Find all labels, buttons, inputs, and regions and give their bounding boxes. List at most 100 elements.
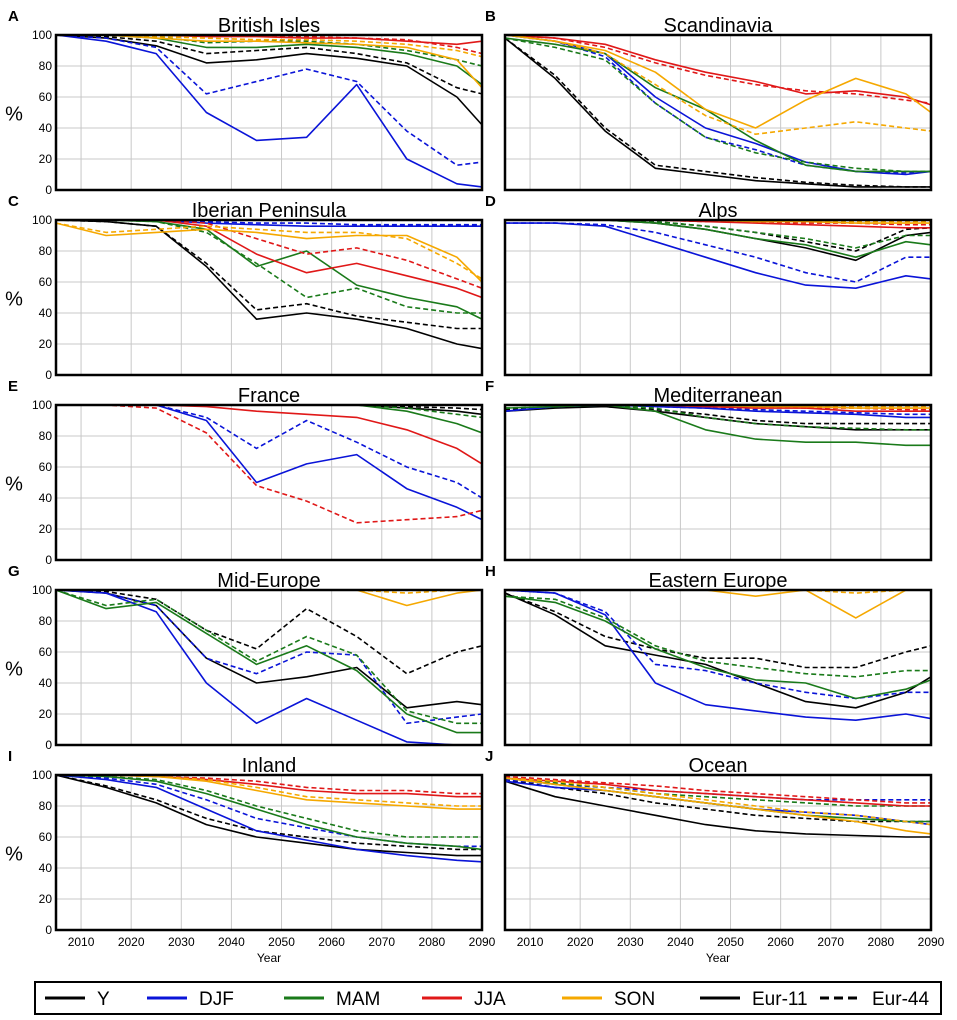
panel-title: Mid-Europe [217,570,320,592]
y-tick-label: 0 [45,368,52,382]
series-son-eur-44 [56,222,482,280]
series-jja-eur-11 [505,777,931,807]
series-djf-eur-44 [56,35,482,166]
panel-b: B Scandinavia [485,8,933,192]
panel-letter: J [485,748,493,765]
y-tick-label: 100 [32,28,52,42]
panel-title: Iberian Peninsula [192,200,347,222]
panel-letter: G [8,563,20,580]
panel-letter: D [485,193,496,210]
series-mam-eur-44 [505,220,931,249]
series-mam-eur-11 [56,590,482,734]
x-tick-label: 2060 [318,935,345,949]
y-tick-label: 80 [39,614,53,628]
series-group [505,590,931,721]
series-son-eur-11 [56,222,482,283]
x-tick-label: 2030 [168,935,195,949]
panel-c: 0 20 40 60 80 100% C Iberian Peninsula [5,193,484,382]
legend-label-djf: DJF [199,989,234,1010]
legend-label-y: Y [97,989,110,1010]
series-djf-eur-44 [56,590,482,725]
x-tick-label: 2050 [717,935,744,949]
y-tick-label: 100 [32,583,52,597]
panel-title: Mediterranean [654,385,783,407]
panel-title: British Isles [218,15,320,37]
panel-title: Alps [699,200,738,222]
panel-title: France [238,385,300,407]
series-djf-eur-11 [56,35,482,188]
x-axis-label: Year [706,951,730,965]
plot-frame [54,588,484,747]
y-tick-label: 20 [39,337,53,351]
y-tick-label: 60 [39,645,53,659]
legend-label-eur-44: Eur-44 [872,989,929,1010]
plot-frame [503,588,933,747]
y-tick-label: 80 [39,429,53,443]
y-tick-label: 100 [32,213,52,227]
series-son-eur-11 [505,35,931,129]
plot-frame [54,403,484,562]
y-axis-label: % [5,474,23,496]
series-group [56,590,482,745]
y-tick-label: 40 [39,491,53,505]
plot-frame [503,33,933,192]
series-y-eur-44 [505,778,931,823]
y-tick-label: 40 [39,121,53,135]
x-tick-label: 2040 [667,935,694,949]
series-group [56,405,482,524]
series-y-eur-44 [56,35,482,95]
y-tick-label: 60 [39,90,53,104]
series-jja-eur-11 [505,405,931,412]
x-tick-label: 2080 [868,935,895,949]
x-tick-label: 2070 [817,935,844,949]
panel-h: H Eastern Europe [485,563,933,747]
y-tick-label: 40 [39,306,53,320]
series-y-eur-11 [56,405,482,416]
x-tick-label: 2050 [268,935,295,949]
series-djf-eur-44 [505,590,931,700]
x-tick-label: 2090 [918,935,945,949]
x-tick-label: 2020 [118,935,145,949]
series-y-eur-44 [505,37,931,188]
series-y-eur-44 [56,590,482,675]
series-y-eur-44 [505,592,931,669]
x-tick-label: 2070 [368,935,395,949]
series-djf-eur-44 [505,222,931,283]
y-tick-label: 80 [39,59,53,73]
x-tick-label: 2010 [68,935,95,949]
series-mam-eur-44 [56,405,482,419]
y-tick-label: 100 [32,398,52,412]
panel-letter: B [485,8,496,25]
series-son-eur-44 [505,35,931,135]
panel-title: Eastern Europe [649,570,788,592]
plot-frame [54,773,484,932]
series-jja-eur-11 [56,405,482,465]
series-djf-eur-11 [505,590,931,721]
panel-j: 2010 2020 2030 2040 2050 2060 2070 2080 2090 Year… [485,748,945,965]
plot-frame [503,773,933,932]
legend-label-jja: JJA [474,989,506,1010]
plot-frame [54,218,484,377]
legend-label-eur-11: Eur-11 [752,989,808,1010]
series-mam-eur-11 [505,37,931,173]
series-djf-eur-11 [56,405,482,521]
x-tick-label: 2040 [218,935,245,949]
series-son-eur-11 [505,777,931,835]
panel-a: 0 20 40 60 80 100% A British Isles [5,8,484,197]
series-group [505,35,931,188]
y-tick-label: 0 [45,738,52,752]
panel-letter: C [8,193,19,210]
series-mam-eur-44 [56,590,482,725]
x-tick-label: 2090 [469,935,496,949]
x-tick-label: 2060 [767,935,794,949]
series-mam-eur-11 [56,405,482,434]
series-group [505,775,931,838]
y-tick-label: 40 [39,861,53,875]
y-tick-label: 0 [45,183,52,197]
series-djf-eur-44 [56,220,482,226]
x-axis-label: Year [257,951,281,965]
series-djf-eur-11 [56,220,482,227]
series-jja-eur-11 [505,35,931,106]
